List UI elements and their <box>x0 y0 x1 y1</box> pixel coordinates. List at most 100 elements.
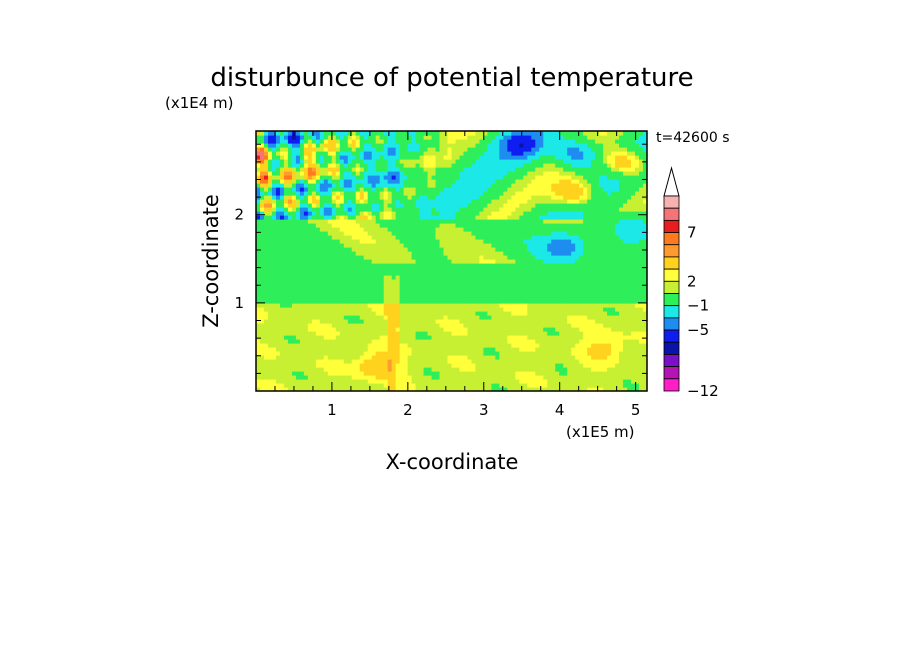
field-cell <box>423 375 429 380</box>
field-cell <box>615 323 620 328</box>
field-cell <box>591 231 596 236</box>
field-cell <box>511 195 516 200</box>
field-cell <box>623 303 628 308</box>
field-cell <box>519 279 524 284</box>
field-cell <box>327 343 333 348</box>
field-cell <box>427 379 433 384</box>
field-cell <box>563 387 568 391</box>
field-cell <box>487 295 492 300</box>
field-cell <box>555 203 560 208</box>
field-cell <box>503 231 508 236</box>
field-cell <box>271 255 277 260</box>
field-cell <box>439 339 445 344</box>
field-cell <box>347 219 353 224</box>
field-cell <box>379 283 385 288</box>
field-cell <box>271 299 277 304</box>
field-cell <box>411 187 417 192</box>
field-cell <box>279 351 285 356</box>
field-cell <box>319 375 325 380</box>
field-cell <box>547 255 552 260</box>
field-cell <box>395 367 401 372</box>
field-cell <box>611 251 616 256</box>
field-cell <box>295 355 301 360</box>
field-cell <box>579 223 584 228</box>
field-cell <box>319 195 325 200</box>
field-cell <box>447 291 453 296</box>
field-cell <box>295 283 301 288</box>
field-cell <box>351 187 357 192</box>
field-cell <box>331 299 337 304</box>
field-cell <box>259 315 265 320</box>
field-cell <box>559 307 564 312</box>
field-cell <box>327 275 333 280</box>
field-cell <box>587 363 592 368</box>
field-cell <box>639 383 644 388</box>
field-cell <box>375 367 381 372</box>
field-cell <box>379 311 385 316</box>
field-cell <box>567 367 572 372</box>
field-cell <box>295 199 301 204</box>
field-cell <box>339 287 345 292</box>
field-cell <box>475 195 481 200</box>
field-cell <box>291 347 297 352</box>
field-cell <box>507 287 512 292</box>
field-cell <box>511 303 516 308</box>
field-cell <box>607 239 612 244</box>
field-cell <box>319 303 325 308</box>
field-cell <box>455 359 461 364</box>
field-cell <box>567 323 572 328</box>
field-cell <box>519 367 524 372</box>
field-cell <box>519 231 524 236</box>
field-cell <box>479 195 485 200</box>
field-cell <box>623 239 628 244</box>
field-cell <box>583 227 588 232</box>
field-cell <box>619 203 624 208</box>
field-cell <box>639 251 644 256</box>
field-cell <box>543 331 548 336</box>
field-cell <box>291 235 297 240</box>
field-cell <box>439 287 445 292</box>
field-cell <box>383 307 389 312</box>
field-cell <box>479 371 485 376</box>
field-cell <box>335 351 341 356</box>
field-cell <box>347 379 353 384</box>
field-cell <box>539 259 544 264</box>
field-cell <box>559 235 564 240</box>
field-cell <box>503 279 508 284</box>
field-cell <box>555 299 560 304</box>
field-cell <box>395 387 401 391</box>
field-cell <box>595 367 600 372</box>
field-cell <box>451 347 457 352</box>
field-cell <box>275 195 281 200</box>
field-cell <box>643 379 647 384</box>
field-cell <box>395 267 401 272</box>
field-cell <box>279 271 285 276</box>
field-cell <box>455 287 461 292</box>
field-cell <box>327 339 333 344</box>
field-cell <box>295 287 301 292</box>
field-cell <box>495 307 500 312</box>
field-cell <box>427 343 433 348</box>
field-cell <box>319 267 325 272</box>
field-cell <box>283 299 289 304</box>
field-cell <box>467 319 473 324</box>
field-cell <box>607 319 612 324</box>
field-cell <box>503 227 508 232</box>
field-cell <box>563 379 568 384</box>
field-cell <box>475 371 481 376</box>
field-cell <box>467 247 473 252</box>
field-cell <box>595 319 600 324</box>
field-cell <box>639 299 644 304</box>
field-cell <box>483 383 489 388</box>
field-cell <box>371 343 377 348</box>
field-cell <box>379 291 385 296</box>
field-cell <box>435 259 441 264</box>
field-cell <box>607 387 612 391</box>
field-cell <box>287 203 293 208</box>
field-cell <box>387 239 393 244</box>
field-cell <box>383 187 389 192</box>
field-cell <box>427 339 433 344</box>
field-cell <box>619 199 624 204</box>
field-cell <box>619 371 624 376</box>
field-cell <box>563 371 568 376</box>
